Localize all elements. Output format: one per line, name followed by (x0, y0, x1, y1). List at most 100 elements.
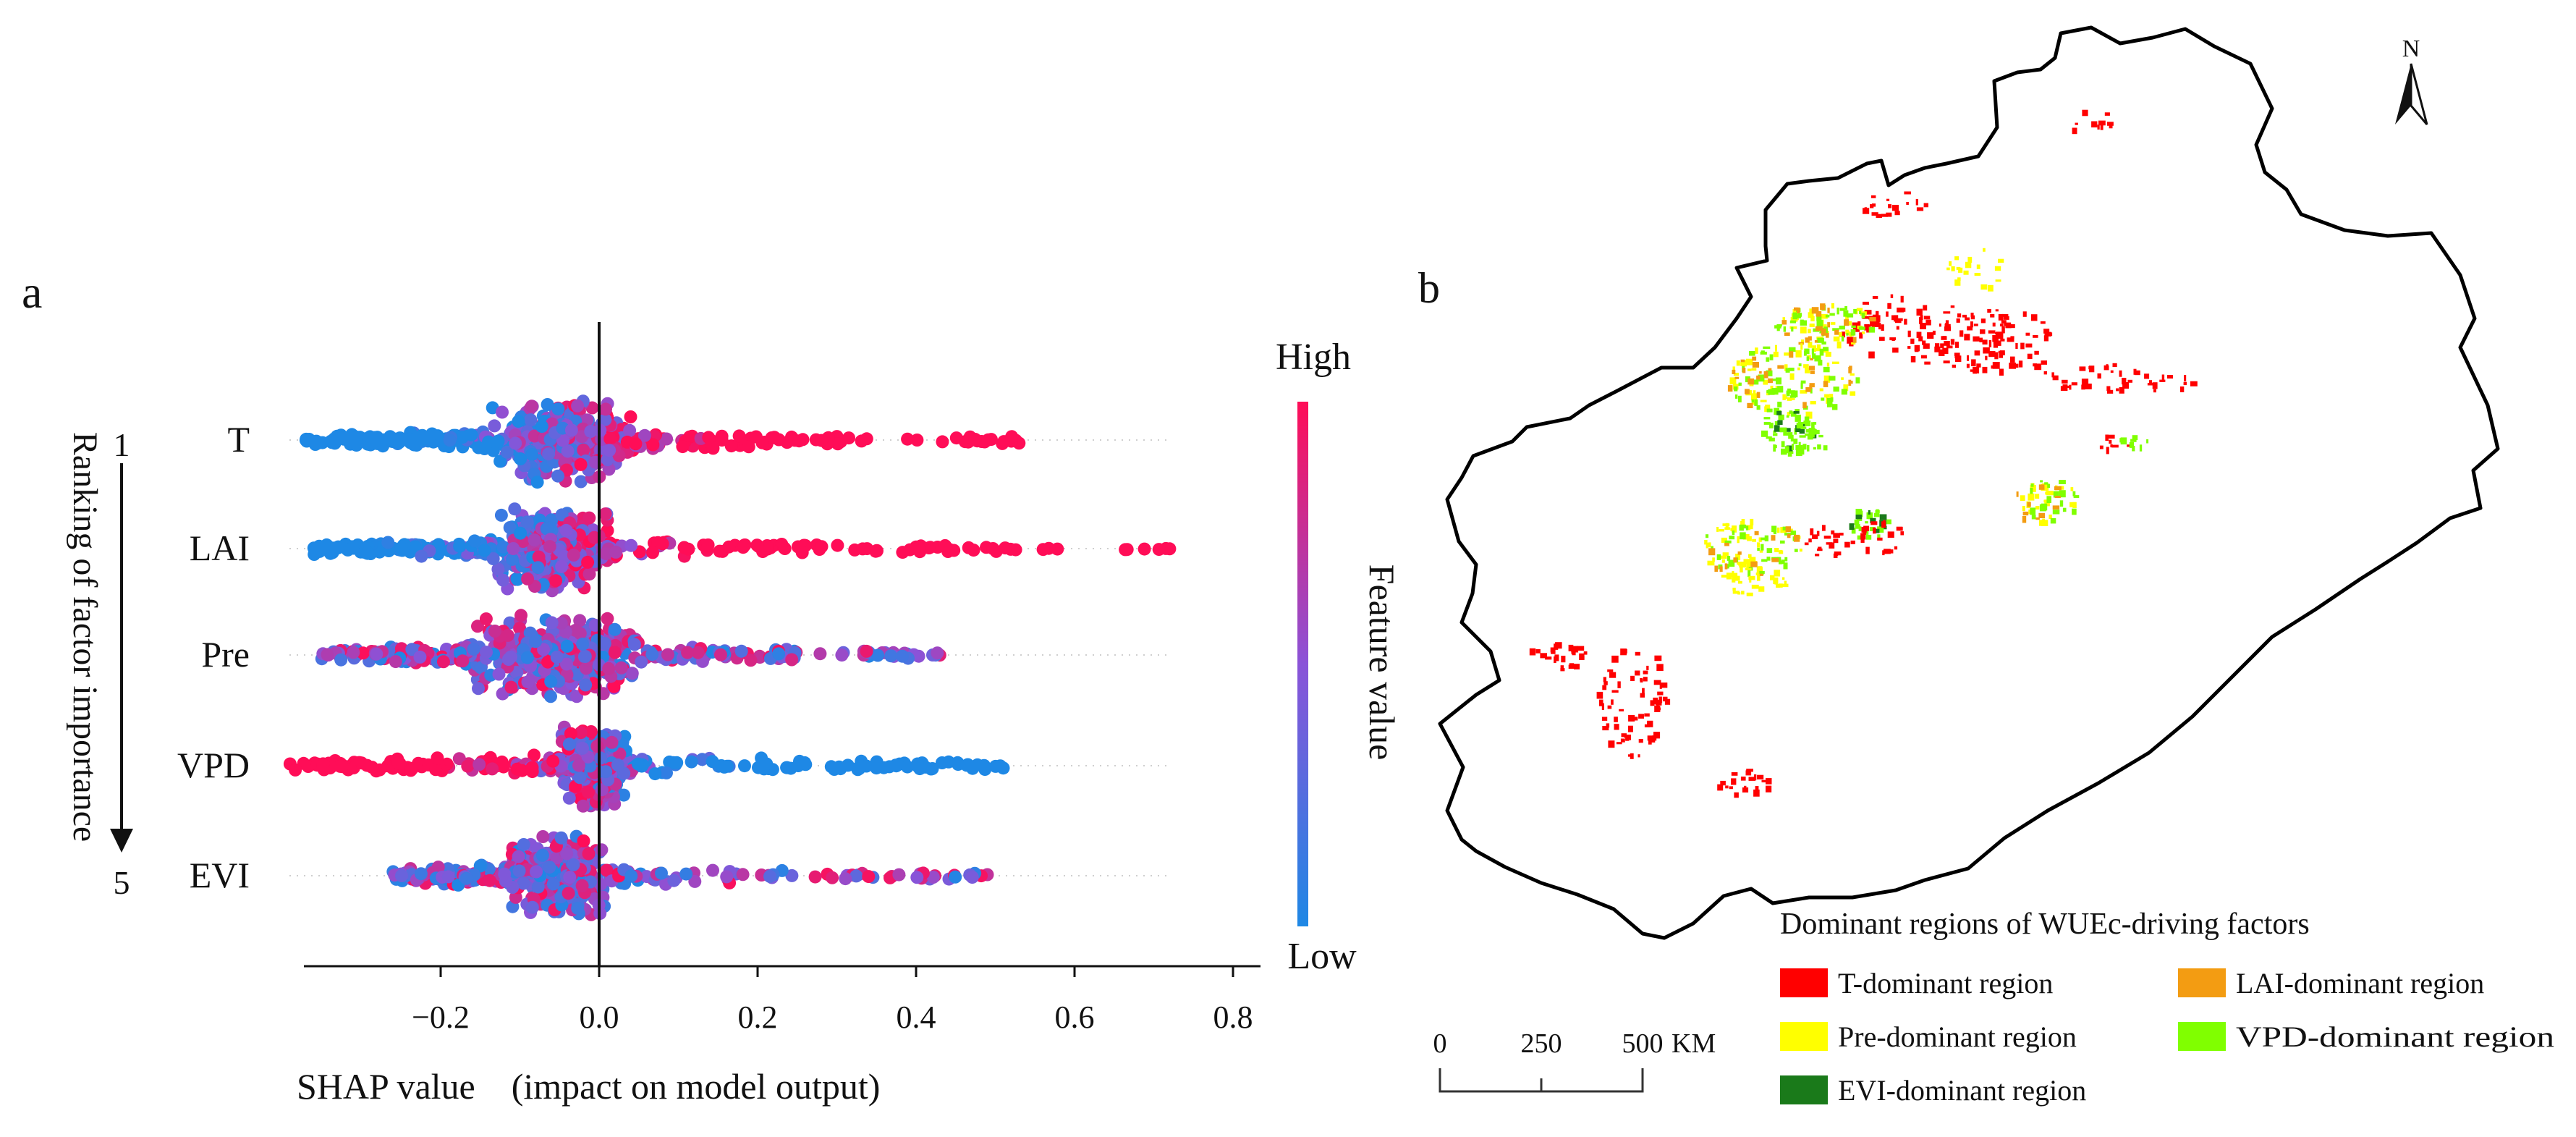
region-patch (1554, 654, 1559, 662)
region-patch (1734, 575, 1740, 581)
shap-point (551, 469, 564, 483)
shap-point (605, 735, 619, 749)
region-patch (1769, 423, 1774, 428)
x-tick-label: 0.6 (1055, 999, 1095, 1035)
region-patch (1800, 380, 1806, 384)
region-patch (1790, 390, 1798, 397)
region-patch (1795, 350, 1802, 358)
region-patch (1742, 368, 1746, 373)
region-patch (1620, 648, 1627, 656)
region-patch (2112, 363, 2117, 368)
region-patch (1887, 531, 1894, 538)
region-patch (2039, 504, 2046, 512)
shap-point (564, 423, 578, 437)
region-patch (1833, 336, 1840, 342)
region-patch (1657, 691, 1664, 696)
region-patch (1733, 557, 1738, 563)
region-patch (1787, 452, 1792, 457)
shap-point (724, 439, 738, 453)
region-patch (1607, 705, 1612, 709)
region-patch (2072, 127, 2077, 135)
region-patch (1823, 381, 1829, 387)
region-patch (1643, 670, 1648, 675)
panel-a: a Ranking of factor importance 1 5 T LAI P… (22, 266, 1402, 1107)
region-patch (1741, 519, 1745, 526)
region-patch (1860, 326, 1863, 330)
region-patch (1628, 714, 1635, 722)
region-patch (1766, 778, 1772, 785)
region-patch (2043, 371, 2047, 375)
region-patch (1959, 330, 1964, 337)
region-patch (2183, 381, 2187, 386)
region-patch (2110, 444, 2113, 448)
region-patch (1786, 390, 1790, 397)
region-patch (1897, 318, 1903, 321)
region-patch (2075, 122, 2078, 125)
region-patch (1793, 439, 1798, 444)
region-patch (1776, 324, 1782, 327)
region-patch (2062, 379, 2068, 384)
region-patch (1647, 720, 1653, 727)
region-patch (1839, 325, 1845, 330)
shap-point (496, 405, 509, 419)
shap-point (550, 651, 564, 664)
region-patch (2053, 491, 2059, 498)
region-patch (1771, 525, 1777, 532)
region-patch (1808, 342, 1813, 348)
region-patch (2100, 124, 2103, 130)
region-patch (1965, 261, 1972, 269)
region-patch (1904, 191, 1911, 195)
legend-swatch-lai (2178, 968, 2226, 997)
region-patch (1864, 207, 1868, 211)
region-patch (1721, 537, 1727, 544)
shap-point (540, 522, 554, 536)
region-patch (1904, 318, 1907, 325)
region-patch (2119, 370, 2122, 377)
legend-swatch-evi (1780, 1075, 1828, 1104)
shap-point (567, 858, 580, 871)
region-patch (1852, 337, 1857, 343)
shap-point (815, 540, 829, 554)
region-patch (1569, 663, 1575, 667)
shap-point (509, 436, 522, 450)
region-patch (1954, 256, 1959, 261)
region-patch (1529, 648, 1536, 656)
region-patch (1816, 319, 1823, 327)
shap-point (600, 863, 614, 877)
region-patch (1878, 322, 1881, 330)
shap-point (328, 436, 342, 450)
region-patch (1808, 345, 1811, 347)
shap-point (529, 635, 542, 648)
rank-bottom: 5 (114, 864, 130, 901)
region-patch (2116, 388, 2119, 392)
region-patch (1766, 548, 1773, 554)
region-patch (2044, 331, 2051, 337)
region-patch (1848, 379, 1852, 386)
shap-point (577, 834, 590, 848)
region-patch (1731, 772, 1738, 776)
shap-point (554, 831, 568, 845)
region-patch (1821, 313, 1828, 319)
region-patch (1992, 322, 1996, 327)
region-patch (1956, 266, 1961, 270)
shap-point (313, 539, 326, 553)
shap-point (394, 434, 407, 447)
region-patch (1603, 677, 1606, 682)
region-patch (2051, 372, 2054, 378)
shap-point (627, 638, 641, 651)
region-patch (1628, 725, 1633, 732)
shap-point (525, 761, 539, 774)
region-patch (1616, 742, 1622, 745)
region-patch (1923, 343, 1930, 349)
region-patch (1863, 301, 1869, 305)
shap-point (808, 870, 822, 884)
region-patch (1825, 352, 1831, 357)
region-patch (1791, 326, 1794, 332)
region-patch (1795, 425, 1801, 432)
shap-point (667, 874, 681, 887)
region-patch (1760, 400, 1767, 402)
region-patch (1598, 699, 1603, 706)
region-patch (1756, 375, 1761, 380)
region-patch (1963, 270, 1969, 275)
region-patch (2054, 496, 2061, 499)
